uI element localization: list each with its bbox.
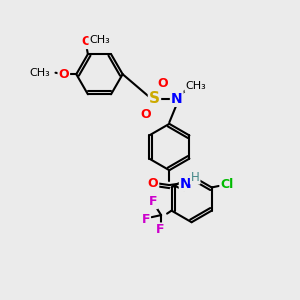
- Text: Cl: Cl: [220, 178, 234, 191]
- Text: CH₃: CH₃: [30, 68, 50, 78]
- Text: F: F: [148, 195, 157, 208]
- Text: S: S: [149, 92, 160, 106]
- Text: CH₃: CH₃: [185, 81, 206, 92]
- Text: F: F: [141, 213, 150, 226]
- Text: N: N: [180, 177, 191, 190]
- Text: F: F: [155, 224, 164, 236]
- Text: O: O: [81, 35, 92, 48]
- Text: O: O: [58, 68, 69, 81]
- Text: H: H: [191, 170, 200, 184]
- Text: O: O: [158, 77, 168, 90]
- Text: CH₃: CH₃: [89, 35, 110, 45]
- Text: O: O: [148, 177, 158, 190]
- Text: O: O: [141, 108, 152, 121]
- Text: N: N: [171, 92, 183, 106]
